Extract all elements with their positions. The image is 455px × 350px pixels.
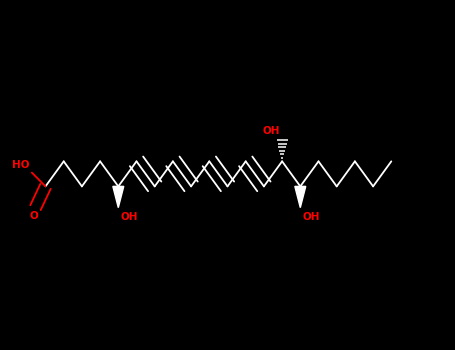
Polygon shape: [113, 186, 124, 208]
Text: OH: OH: [120, 212, 137, 222]
Text: HO: HO: [12, 160, 29, 170]
Text: O: O: [29, 211, 38, 221]
Polygon shape: [295, 186, 306, 208]
Text: OH: OH: [263, 126, 280, 135]
Text: OH: OH: [302, 212, 319, 222]
